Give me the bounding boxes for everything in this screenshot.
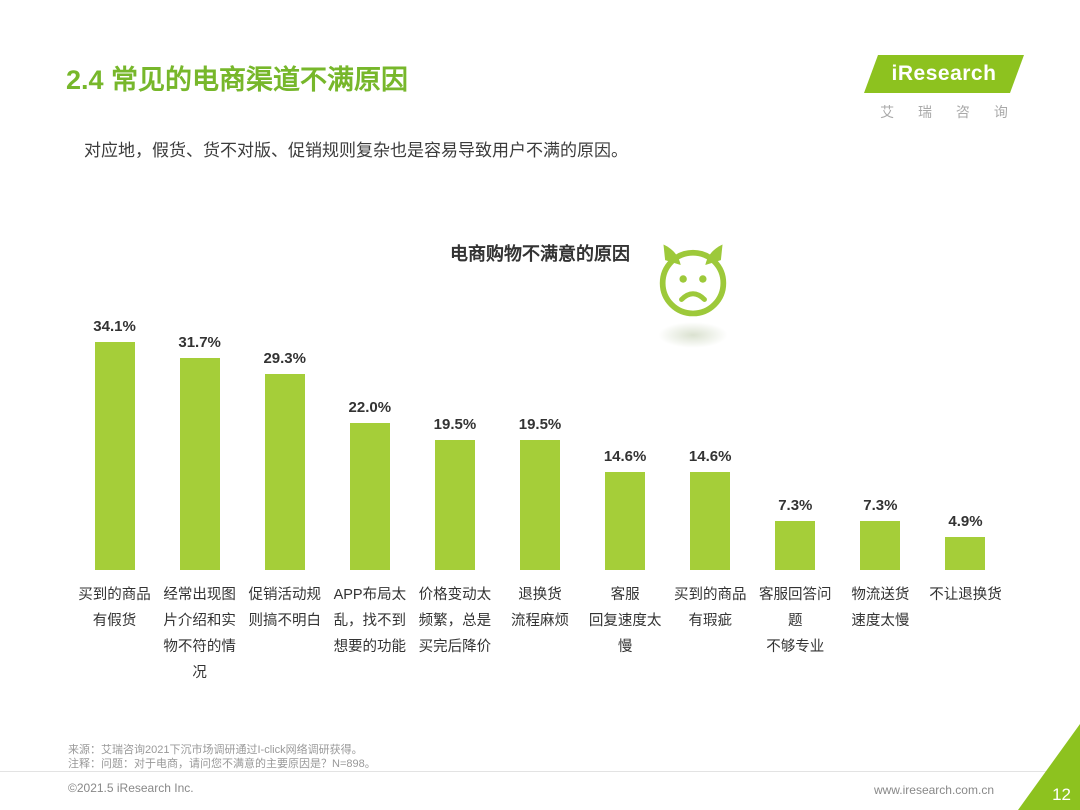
bar-value-label: 31.7% [178, 334, 221, 351]
bar-value-label: 22.0% [348, 399, 392, 416]
bar-category-label: 不让退换货 [929, 587, 1002, 603]
bar-column: 34.1% 买到的商品 有假货 [72, 303, 157, 686]
bar [690, 472, 731, 570]
bar-column: 22.0% APP布局太 乱，找不到 想要的功能 [327, 303, 412, 686]
face-icon-reflection [658, 322, 728, 348]
bar [94, 342, 135, 570]
bar-stack: 14.6% [603, 303, 647, 570]
bar [605, 472, 646, 570]
bar-column: 31.7% 经常出现图 片介绍和实 物不符的情 况 [157, 303, 242, 686]
bar-category-label: 经常出现图 片介绍和实 物不符的情 况 [163, 587, 236, 681]
chart-title: 电商购物不满意的原因 [450, 244, 630, 264]
bar [945, 537, 986, 570]
bar-stack: 14.6% [688, 303, 732, 570]
bar-value-label: 7.3% [778, 497, 813, 514]
logo-banner: iResearch [864, 55, 1024, 93]
bar-value-label: 14.6% [688, 448, 732, 465]
footer-divider [0, 771, 1080, 772]
bar-stack: 19.5% [433, 303, 477, 570]
bar [179, 358, 220, 570]
logo-brand-text: iResearch [891, 62, 997, 85]
bar-value-label: 7.3% [863, 497, 898, 514]
bar-stack: 31.7% [178, 303, 221, 570]
bar [520, 440, 560, 570]
bar-stack: 7.3% [860, 303, 901, 570]
bar-value-label: 19.5% [433, 416, 477, 433]
bar-category-label: 客服 回复速度太 慢 [588, 587, 662, 655]
bar [434, 440, 475, 570]
devil-sad-face-icon [659, 244, 727, 317]
bar-value-label: 29.3% [263, 350, 306, 367]
bar-column: 19.5% 价格变动太 频繁，总是 买完后降价 [412, 303, 497, 686]
bar-stack: 29.3% [263, 303, 306, 570]
bar-stack: 19.5% [518, 303, 562, 570]
chart-title-row: 电商购物不满意的原因 [70, 240, 1010, 348]
bar-category-label: APP布局太 乱，找不到 想要的功能 [333, 587, 407, 655]
bar-category-label: 物流送货 速度太慢 [851, 587, 910, 629]
bar-stack: 7.3% [775, 303, 816, 570]
bar-category-label: 买到的商品 有瑕疵 [673, 587, 747, 629]
bar [349, 423, 390, 570]
source-note: 来源：艾瑞咨询2021下沉市场调研通过I-click网络调研获得。 [68, 744, 363, 756]
copyright-text: ©2021.5 iResearch Inc. [68, 781, 194, 795]
bar [860, 521, 901, 570]
bars-row: 34.1% 买到的商品 有假货 31.7% 经常出现图 片介绍和实 物不符的情 况 29… [72, 303, 1008, 686]
annotation-note: 注释：问题：对于电商，请问您不满意的主要原因是？N=898。 [68, 758, 376, 770]
website-link[interactable]: www.iresearch.com.cn [873, 783, 994, 797]
page-number: 12 [1052, 785, 1071, 804]
logo-brand-chinese: 艾 瑞 咨 询 [880, 104, 1018, 120]
bar-column: 14.6% 客服 回复速度太 慢 [583, 303, 668, 686]
bar-stack: 4.9% [945, 303, 986, 570]
bar-value-label: 19.5% [518, 416, 562, 433]
chart-section: 电商购物不满意的原因 [70, 240, 1010, 348]
bar-category-label: 客服回答问 题 不够专业 [759, 587, 832, 655]
bar-category-label: 价格变动太 频繁，总是 买完后降价 [418, 587, 492, 655]
bar-value-label: 14.6% [603, 448, 647, 465]
bar-stack: 22.0% [348, 303, 392, 570]
bar [264, 374, 305, 570]
iresearch-logo: iResearch 艾 瑞 咨 询 [864, 55, 1024, 122]
bar-column: 29.3% 促销活动规 则搞不明白 [242, 303, 327, 686]
bar-category-label: 退换货 流程麻烦 [511, 587, 570, 629]
bar-value-label: 34.1% [93, 318, 136, 335]
bar-stack: 34.1% [93, 303, 136, 570]
bar-category-label: 买到的商品 有假货 [78, 587, 151, 629]
bar-column: 4.9% 不让退换货 [923, 303, 1008, 686]
bar-column: 7.3% 物流送货 速度太慢 [838, 303, 923, 686]
bar-category-label: 促销活动规 则搞不明白 [248, 587, 321, 629]
slide-subtitle: 对应地，假货、货不对版、促销规则复杂也是容易导致用户不满的原因。 [84, 141, 628, 160]
bar-value-label: 4.9% [948, 513, 983, 530]
bar-column: 19.5% 退换货 流程麻烦 [497, 303, 582, 686]
bar-column: 14.6% 买到的商品 有瑕疵 [668, 303, 753, 686]
bar [775, 521, 816, 570]
page-title: 2.4 常见的电商渠道不满原因 [66, 65, 409, 95]
bar-column: 7.3% 客服回答问 题 不够专业 [753, 303, 838, 686]
